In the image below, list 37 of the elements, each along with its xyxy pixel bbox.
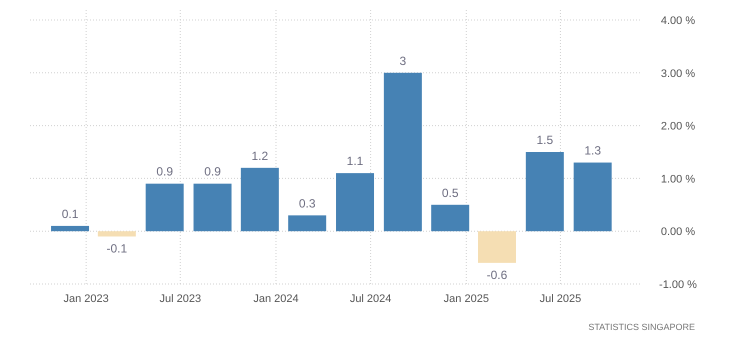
bar [526,152,564,232]
bar [240,168,279,232]
y-tick-label: 0.00 % [660,226,696,238]
bar [574,162,612,232]
data-label: 0.9 [156,164,174,179]
data-label: 1.1 [346,154,364,168]
bar [98,231,136,236]
bar [384,72,422,232]
data-label: 0.9 [204,164,222,179]
bar [146,184,184,232]
bar [478,231,516,263]
y-tick-label: 1.00 % [660,173,696,186]
data-label: 0.1 [62,206,79,221]
x-tick-label: Jul 2024 [350,293,392,305]
bar [431,204,470,232]
bar [288,215,326,232]
data-label: -0.6 [486,268,508,282]
text: STATISTICS SINGAPORE [588,322,695,332]
data-label: 1.2 [252,148,269,163]
x-tick-label: Jul 2025 [540,293,582,305]
x-tick-label: Jan 2025 [444,293,489,305]
data-label: -0.1 [106,241,128,256]
data-label: 1.5 [536,133,554,147]
x-tick-label: Jul 2023 [159,293,202,305]
bar [194,184,232,232]
y-tick-label: 3.00 % [660,68,696,80]
bar [51,226,90,232]
data-label: 0.3 [298,196,316,210]
y-tick-label: -1.00 % [659,279,698,291]
y-tick-label: 4.00 % [660,15,696,27]
y-tick-label: 2.00 % [660,120,696,133]
x-tick-label: Jan 2024 [253,293,299,305]
data-label: 0.5 [442,186,459,200]
bar [336,173,374,232]
x-tick-label: Jan 2023 [64,293,109,305]
data-label: 3 [400,54,407,68]
data-label: 1.3 [584,144,602,158]
